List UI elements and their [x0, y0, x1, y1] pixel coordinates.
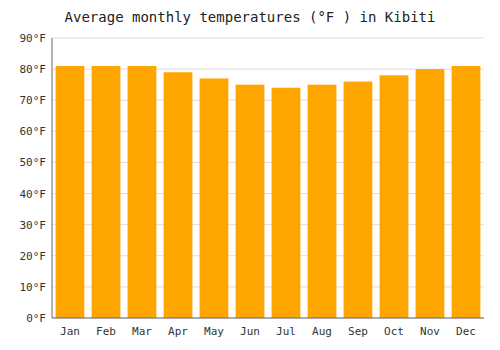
- bar: [452, 66, 481, 318]
- bar: [236, 85, 265, 318]
- bar: [56, 66, 85, 318]
- y-tick-labels: 0°F 10°F 20°F 30°F 40°F 50°F 60°F 70°F 80°F 90°F: [20, 32, 47, 325]
- bars: [56, 66, 481, 318]
- x-tick-label: Mar: [132, 325, 152, 338]
- x-tick-labels: Jan Feb Mar Apr May Jun Jul Aug Sep Oct Nov Dec: [60, 325, 476, 338]
- x-tick-label: Jan: [60, 325, 80, 338]
- y-tick-label: 0°F: [26, 312, 46, 325]
- y-tick-label: 20°F: [20, 250, 47, 263]
- chart: Average monthly temperatures (°F ) in Ki…: [0, 0, 500, 350]
- bar: [416, 69, 445, 318]
- bar: [344, 82, 373, 318]
- bar: [200, 78, 229, 318]
- x-tick-label: Feb: [96, 325, 116, 338]
- y-axis-line: [52, 38, 53, 318]
- x-tick-label: Jul: [276, 325, 296, 338]
- bar: [164, 72, 193, 318]
- bar: [92, 66, 121, 318]
- x-tick-label: Apr: [168, 325, 188, 338]
- x-tick-label: May: [204, 325, 224, 338]
- y-tick-label: 80°F: [20, 63, 47, 76]
- bar: [128, 66, 157, 318]
- grid-line: [52, 318, 484, 319]
- x-tick-label: Jun: [240, 325, 260, 338]
- bar: [308, 85, 337, 318]
- x-tick-label: Sep: [348, 325, 368, 338]
- y-grid: [52, 38, 484, 318]
- x-axis-line: [52, 318, 484, 319]
- y-tick-label: 50°F: [20, 156, 47, 169]
- x-tick-label: Oct: [384, 325, 404, 338]
- bar: [272, 88, 301, 318]
- x-tick-label: Nov: [420, 325, 440, 338]
- y-tick-label: 30°F: [20, 219, 47, 232]
- bar: [380, 75, 409, 318]
- y-tick-label: 70°F: [20, 94, 47, 107]
- y-tick-label: 90°F: [20, 32, 47, 45]
- grid-line: [52, 38, 484, 39]
- y-tick-label: 40°F: [20, 188, 47, 201]
- title: Average monthly temperatures (°F ) in Ki…: [65, 9, 436, 25]
- y-tick-label: 10°F: [20, 281, 47, 294]
- x-tick-label: Aug: [312, 325, 332, 338]
- y-tick-label: 60°F: [20, 125, 47, 138]
- x-tick-label: Dec: [456, 325, 476, 338]
